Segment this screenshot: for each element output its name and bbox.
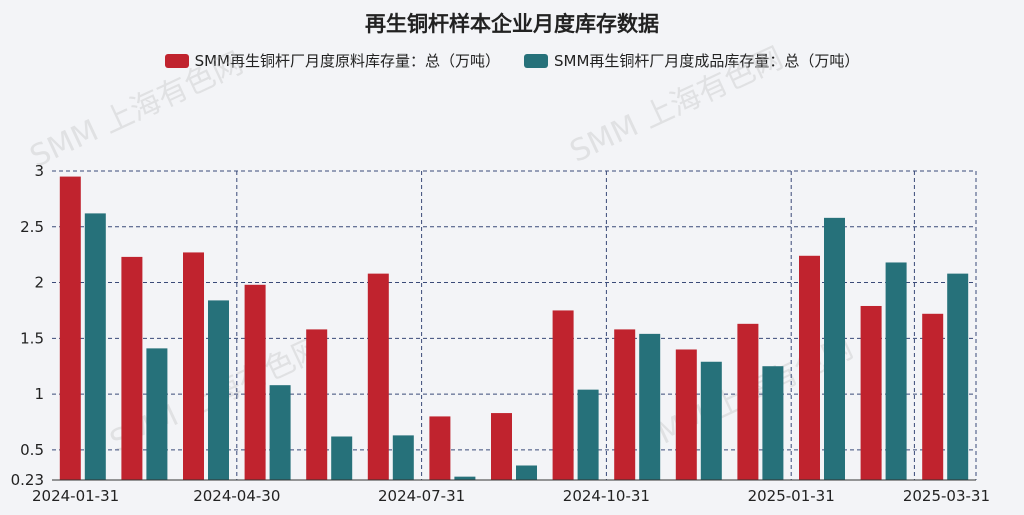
- bar-raw-inventory: [922, 313, 944, 480]
- bar-raw-inventory: [244, 284, 266, 480]
- bar-raw-inventory: [860, 305, 882, 480]
- bar-raw-inventory: [429, 416, 451, 480]
- bar-raw-inventory: [491, 413, 512, 480]
- x-tick-label: 2024-04-30: [193, 487, 280, 505]
- bar-raw-inventory: [614, 329, 636, 480]
- bar-finished-inventory: [454, 476, 476, 480]
- bar-finished-inventory: [331, 436, 353, 480]
- y-tick-label: 1: [34, 385, 44, 403]
- legend-label-finished: SMM再生铜杆厂月度成品库存量：总（万吨）: [554, 52, 860, 70]
- bar-raw-inventory: [552, 310, 574, 480]
- y-tick-label: 1.5: [20, 329, 44, 347]
- y-tick-label: 2.5: [20, 218, 44, 236]
- bar-finished-inventory: [269, 385, 291, 480]
- y-tick-label: 3: [34, 162, 44, 180]
- bar-raw-inventory: [737, 323, 759, 480]
- legend-swatch-finished: [524, 53, 548, 68]
- y-tick-label: 0.5: [20, 441, 44, 459]
- bar-finished-inventory: [392, 435, 414, 480]
- legend: SMM再生铜杆厂月度原料库存量：总（万吨） SMM再生铜杆厂月度成品库存量：总（…: [0, 50, 1024, 71]
- bar-raw-inventory: [183, 252, 204, 480]
- bar-finished-inventory: [885, 262, 907, 480]
- legend-swatch-raw: [164, 53, 189, 68]
- x-tick-label: 2024-01-31: [32, 487, 119, 505]
- bar-finished-inventory: [146, 348, 168, 480]
- bar-finished-inventory: [639, 333, 661, 480]
- bar-finished-inventory: [700, 361, 722, 480]
- legend-item-finished[interactable]: SMM再生铜杆厂月度成品库存量：总（万吨）: [524, 50, 859, 71]
- x-tick-label: 2025-03-31: [903, 487, 990, 505]
- bar-raw-inventory: [306, 329, 328, 480]
- x-tick-label: 2024-10-31: [563, 487, 650, 505]
- bar-finished-inventory: [577, 389, 599, 480]
- bar-raw-inventory: [799, 255, 820, 480]
- bar-finished-inventory: [824, 217, 845, 480]
- legend-label-raw: SMM再生铜杆厂月度原料库存量：总（万吨）: [194, 52, 500, 70]
- bar-finished-inventory: [516, 465, 537, 480]
- bar-raw-inventory: [59, 176, 81, 480]
- y-tick-label: 2: [34, 274, 44, 292]
- bar-raw-inventory: [675, 349, 697, 480]
- bar-finished-inventory: [84, 213, 106, 480]
- bar-finished-inventory: [208, 300, 229, 480]
- legend-item-raw[interactable]: SMM再生铜杆厂月度原料库存量：总（万吨）: [164, 50, 500, 71]
- y-tick-label: 0.23: [11, 471, 44, 489]
- bar-raw-inventory: [367, 273, 389, 480]
- chart-title: 再生铜杆样本企业月度库存数据: [365, 12, 659, 36]
- x-tick-label: 2025-01-31: [748, 487, 835, 505]
- bar-raw-inventory: [121, 256, 143, 480]
- x-tick-label: 2024-07-31: [378, 487, 465, 505]
- bar-finished-inventory: [762, 366, 784, 480]
- bar-finished-inventory: [947, 273, 969, 480]
